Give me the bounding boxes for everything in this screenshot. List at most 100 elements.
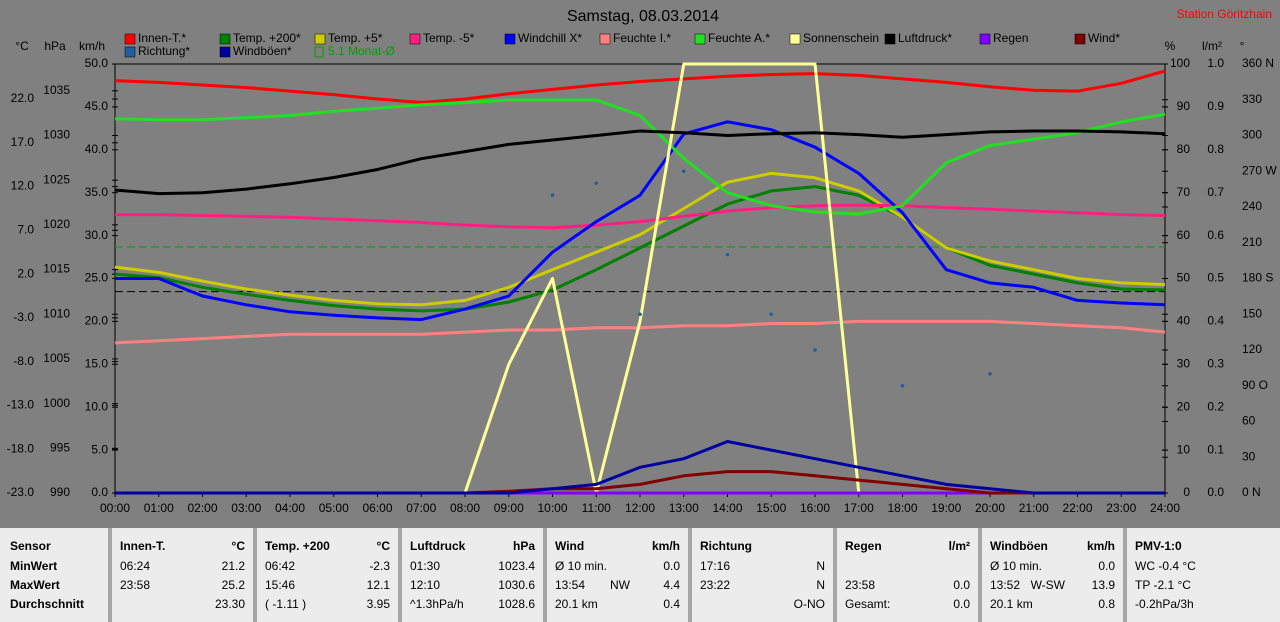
y-tick-label: 0.3 <box>1207 356 1224 370</box>
y-tick-label: 120 <box>1242 342 1262 356</box>
y-tick-label: 0.2 <box>1207 399 1224 413</box>
y-tick-label: 180 S <box>1242 271 1273 285</box>
series-line <box>115 440 1165 495</box>
y-tick-label: 1015 <box>43 262 70 276</box>
y-tick-label: 1005 <box>43 351 70 365</box>
x-tick-label: 03:00 <box>231 501 261 515</box>
series-line <box>114 319 1166 345</box>
row-label-text: MinWert <box>10 559 58 573</box>
legend-label: Richtung* <box>138 44 190 58</box>
table-column: Richtung 17:16 N 23:22 N O-NO <box>688 528 833 622</box>
summary-table: Sensor MinWert MaxWert Durchschnitt Innen-T.… <box>0 528 1280 622</box>
axis-unit: l/m² <box>1202 39 1222 53</box>
cell-left: TP -2.1 °C <box>1135 578 1191 592</box>
y-tick-label: -18.0 <box>7 441 35 455</box>
cell-left: 23:58 <box>120 578 151 592</box>
y-tick-label: 0.8 <box>1207 142 1224 156</box>
cell-right: 0.0 <box>663 559 680 573</box>
legend-swatch <box>124 46 136 58</box>
y-tick-label: 0.5 <box>1207 271 1224 285</box>
legend-swatch <box>504 33 516 45</box>
cell-left: 23:22 <box>700 578 731 592</box>
legend-label: Luftdruck* <box>898 31 952 45</box>
cell-left: 06:42 <box>265 559 296 573</box>
y-tick-label: 30 <box>1242 449 1256 463</box>
cell-right: 21.2 <box>221 559 245 573</box>
cell-left: 17:16 <box>700 559 731 573</box>
y-tick-label: 0.0 <box>1207 485 1224 499</box>
y-tick-label: 50 <box>1177 271 1191 285</box>
y-tick-label: 40 <box>1177 314 1191 328</box>
legend-label: Windböen* <box>233 44 292 58</box>
cell-right: 1023.4 <box>498 559 535 573</box>
column-name: Luftdruck <box>410 539 466 553</box>
column-name: Richtung <box>700 539 752 553</box>
y-tick-label: 60 <box>1177 228 1191 242</box>
legend-label: Sonnenschein <box>803 31 879 45</box>
legend-swatch <box>694 33 706 45</box>
x-tick-label: 16:00 <box>800 501 830 515</box>
legend-label: Feuchte I.* <box>613 31 671 45</box>
cell-left: Ø 10 min. <box>990 559 1043 573</box>
table-cell: 20.1 km 0.8 <box>990 595 1115 613</box>
direction-dot <box>813 348 817 352</box>
series-line <box>114 129 1166 196</box>
column-unit: l/m² <box>948 539 970 553</box>
legend-swatch <box>219 46 231 58</box>
y-tick-label: 0.4 <box>1207 314 1224 328</box>
y-tick-label: 0.6 <box>1207 228 1224 242</box>
y-tick-label: 1.0 <box>1207 56 1224 70</box>
y-tick-label: 0.0 <box>91 485 108 499</box>
cell-right: N <box>816 559 825 573</box>
plot-frame <box>114 63 1166 494</box>
legend-swatch <box>124 33 136 45</box>
x-tick-label: 19:00 <box>931 501 961 515</box>
table-cell: 06:24 21.2 <box>120 557 245 575</box>
y-tick-label: 2.0 <box>17 266 34 280</box>
y-tick-label: 210 <box>1242 235 1262 249</box>
y-tick-label: 7.0 <box>17 223 34 237</box>
y-tick-label: 330 <box>1242 92 1262 106</box>
cell-right: 0.0 <box>953 597 970 611</box>
direction-dot <box>550 193 555 197</box>
y-tick-label: 10.0 <box>85 399 109 413</box>
direction-dot <box>769 312 774 317</box>
y-tick-label: 5.0 <box>91 442 108 456</box>
direction-dot <box>988 372 992 376</box>
cell-right: 1030.6 <box>498 578 535 592</box>
table-column: Luftdruck hPa 01:30 1023.4 12:10 1030.6 ^1.3hP… <box>398 528 543 622</box>
cell-right: 0.8 <box>1098 597 1115 611</box>
column-name: PMV-1:0 <box>1135 539 1182 553</box>
chart: Samstag, 08.03.2014 Station Göritzhain °… <box>7 7 1278 515</box>
y-tick-label: 1030 <box>43 128 70 142</box>
column-header: PMV-1:0 <box>1135 537 1272 555</box>
y-tick-label: 1035 <box>43 83 70 97</box>
cell-left: WC -0.4 °C <box>1135 559 1196 573</box>
column-unit: °C <box>376 539 390 553</box>
cell-right: N <box>816 578 825 592</box>
x-tick-label: 18:00 <box>887 501 917 515</box>
legend-swatch <box>409 33 421 45</box>
cell-right: 12.1 <box>366 578 390 592</box>
x-tick-label: 15:00 <box>756 501 786 515</box>
axis-unit: % <box>1165 39 1176 53</box>
y-tick-label: 40.0 <box>85 142 109 156</box>
cell-right: 0.0 <box>953 578 970 592</box>
legend-swatch <box>599 33 611 45</box>
legend-label: Innen-T.* <box>138 31 186 45</box>
cell-right: -2.3 <box>369 559 390 573</box>
axis-unit: ° <box>1240 39 1245 53</box>
x-tick-label: 00:00 <box>100 501 130 515</box>
y-tick-label: 0.7 <box>1207 185 1224 199</box>
table-cell: 15:46 12.1 <box>265 576 390 594</box>
y-tick-label: 240 <box>1242 199 1262 213</box>
legend-label: Temp. +200* <box>233 31 301 45</box>
x-tick-label: 06:00 <box>362 501 392 515</box>
y-tick-label: -13.0 <box>7 398 35 412</box>
table-cell: Gesamt: 0.0 <box>845 595 970 613</box>
column-name: Temp. +200 <box>265 539 330 553</box>
series-line <box>114 69 1166 104</box>
y-tick-label: 1000 <box>43 396 70 410</box>
cell-mid: W-SW <box>1030 578 1065 592</box>
